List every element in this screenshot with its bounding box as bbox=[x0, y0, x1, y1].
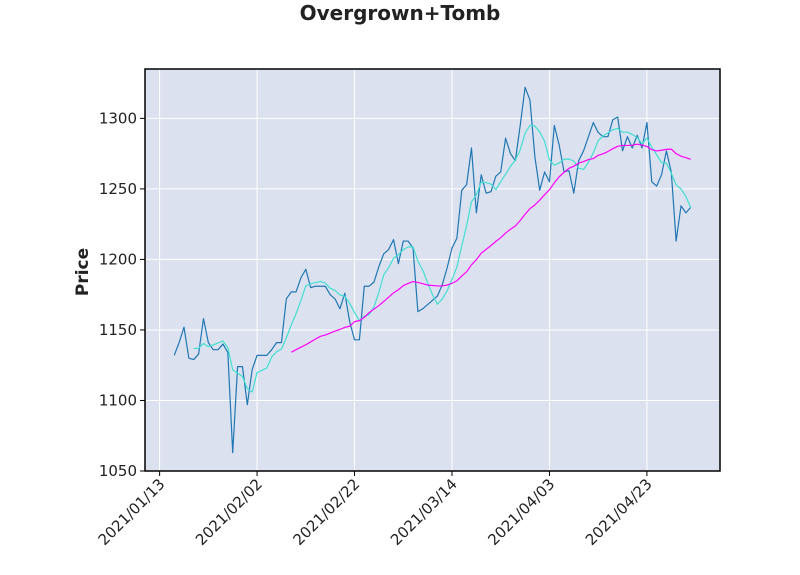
line-series bbox=[193, 124, 692, 393]
plot-frame bbox=[144, 68, 721, 472]
y-tick-label: 1050 bbox=[99, 462, 137, 480]
x-tick-label: 2021/01/13 bbox=[95, 475, 169, 549]
y-tick-label: 1250 bbox=[99, 180, 137, 198]
x-tick-label: 2021/02/02 bbox=[192, 475, 266, 549]
line-series bbox=[290, 143, 691, 353]
chart-title: Overgrown+Tomb bbox=[300, 1, 501, 25]
y-axis-label: Price bbox=[73, 248, 93, 296]
y-tick-label: 1300 bbox=[99, 109, 137, 127]
x-tick-label: 2021/04/03 bbox=[484, 475, 558, 549]
y-tick-label: 1150 bbox=[99, 321, 137, 339]
plot-background bbox=[145, 69, 720, 471]
x-tick-label: 2021/02/22 bbox=[289, 475, 363, 549]
line-series bbox=[173, 86, 692, 454]
x-tick-label: 2021/03/14 bbox=[387, 475, 461, 549]
y-tick-label: 1100 bbox=[99, 391, 137, 409]
y-tick-label: 1200 bbox=[99, 250, 137, 268]
x-tick-label: 2021/04/23 bbox=[582, 475, 656, 549]
